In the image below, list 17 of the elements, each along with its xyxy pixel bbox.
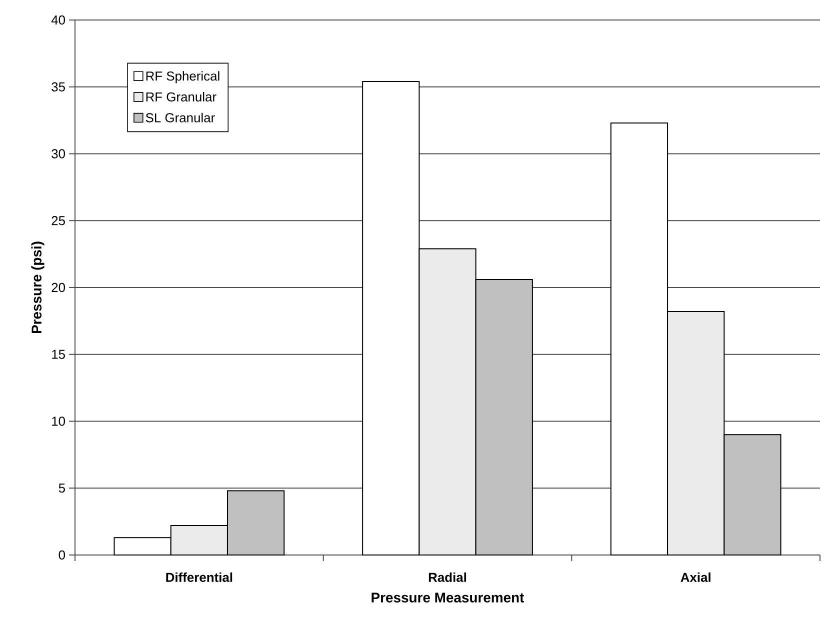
- legend-label: SL Granular: [146, 112, 215, 122]
- y-tick-label: 25: [52, 216, 65, 226]
- legend-label: RF Granular: [146, 92, 216, 102]
- y-tick-label: 30: [52, 149, 66, 158]
- x-tick-label: Differential: [166, 572, 232, 582]
- y-tick-label: 35: [52, 82, 65, 92]
- y-tick-label: 5: [58, 484, 65, 493]
- x-tick-label: Radial: [428, 572, 466, 582]
- x-tick-label: Axial: [680, 572, 710, 582]
- y-tick-label: 15: [52, 350, 65, 359]
- y-tick-label: 10: [52, 416, 66, 426]
- y-tick-label: 0: [58, 550, 66, 560]
- y-axis-title: Pressure (psi): [31, 242, 44, 334]
- legend-label: RF Spherical: [146, 71, 220, 84]
- y-tick-label: 40: [51, 15, 66, 25]
- x-axis-title: Pressure Measurement: [372, 592, 524, 603]
- y-tick-label: 20: [52, 282, 66, 292]
